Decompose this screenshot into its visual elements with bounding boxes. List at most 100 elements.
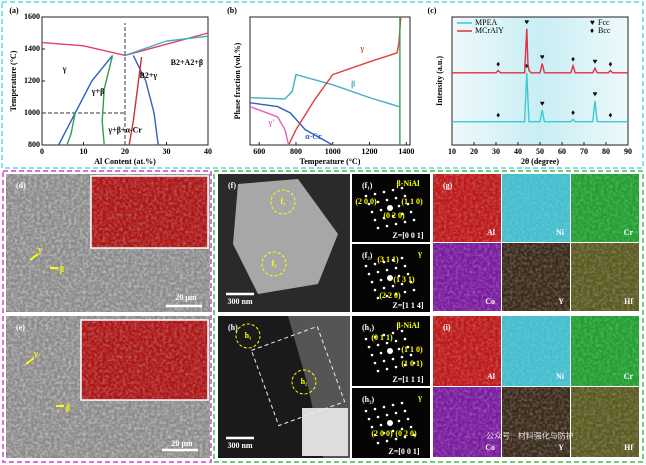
diffraction-spot (400, 355, 404, 359)
x-tick-label: 0 (40, 147, 44, 156)
series-line (249, 105, 290, 146)
x-tick-label: 70 (580, 147, 588, 156)
diffraction-spot (387, 348, 393, 354)
region-circle (261, 251, 287, 277)
diffraction-spot (406, 272, 410, 276)
region-label: γ+β+α-Cr (107, 125, 142, 134)
image-annotation: f₁ (280, 197, 286, 206)
grain (233, 179, 338, 294)
inset (302, 408, 348, 456)
diffraction-spot (367, 345, 371, 349)
peak-marker: ♦ (496, 111, 500, 120)
diffraction-spot (387, 420, 393, 426)
x-tick-label: 1200 (362, 147, 378, 156)
diffraction-spot (394, 411, 398, 415)
diffraction-spot (397, 419, 401, 423)
element-label: Cr (624, 372, 634, 381)
diffraction-spot (385, 341, 389, 345)
image-annotation: 20 μm (171, 439, 193, 448)
diffraction-spot (379, 278, 383, 282)
x-tick-label: 600 (253, 147, 265, 156)
y-tick-label: 1600 (24, 12, 40, 21)
legend-label: MPEA (475, 18, 497, 27)
diffraction-spot (387, 205, 393, 211)
diffraction-spot (373, 288, 377, 292)
series-line (452, 28, 628, 74)
x-axis-label: Al Content (at.%) (94, 157, 156, 166)
inset-texture (91, 176, 208, 248)
x-tick-label: 90 (624, 147, 632, 156)
element-label: Al (487, 372, 496, 381)
peak-marker: ♦ (571, 108, 575, 117)
panel-label: (f₁) (362, 181, 373, 190)
inset-texture (81, 320, 208, 400)
legend-symbol: ♥ (590, 18, 595, 27)
diffraction-spot (376, 270, 380, 274)
map-texture (433, 174, 501, 242)
image-annotation: (0 1 1) (371, 333, 393, 342)
diffraction-spot (406, 202, 410, 206)
diffraction-spot (382, 190, 386, 194)
x-tick-label: 80 (602, 147, 610, 156)
diffraction-spot (394, 339, 398, 343)
map-texture (502, 174, 570, 242)
map-texture (502, 387, 570, 457)
x-axis-label: 2θ (degree) (521, 157, 559, 166)
element-label: Hf (624, 443, 633, 452)
series-line (249, 73, 400, 108)
diffraction-spot (403, 363, 407, 367)
y-tick-label: 1200 (24, 76, 40, 85)
diffraction-spot (403, 194, 407, 198)
panel-label: (h₂) (362, 395, 375, 404)
diffraction-spot (370, 425, 374, 429)
peak-marker: ♦ (608, 59, 612, 68)
diffraction-spot (364, 409, 368, 413)
peak-marker: ♥ (524, 17, 529, 26)
diffraction-spot (367, 202, 371, 206)
diffraction-spot (391, 403, 395, 407)
arrow (25, 357, 64, 407)
image-annotation: γ (417, 249, 422, 258)
x-tick-label: 40 (204, 147, 212, 156)
diffraction-spot (403, 290, 407, 294)
diffraction-spot (376, 296, 380, 300)
x-tick-label: 1400 (398, 147, 414, 156)
x-axis-label: Temperature (°C) (300, 157, 361, 166)
diffraction-spot (391, 258, 395, 262)
image-annotation: h₁ (245, 331, 252, 340)
diffraction-spot (382, 431, 386, 435)
diffraction-spot (391, 188, 395, 192)
y-axis-label: Temperature (°C) (9, 50, 18, 111)
image-annotation: (1 1 0) (401, 197, 423, 206)
image-annotation: (1 1 0) (401, 345, 423, 354)
series-label: γ (359, 44, 364, 53)
diffraction-spot (400, 427, 404, 431)
diffraction-spot (391, 331, 395, 335)
element-label: Y (558, 297, 564, 306)
x-tick-label: 30 (163, 147, 171, 156)
image-annotation: (1 3 1) (393, 275, 415, 284)
image-annotation: Z=[1 1 1] (392, 375, 424, 384)
diffraction-spot (409, 425, 413, 429)
y-tick-label: 800 (28, 140, 40, 149)
series-label: α-Cr (305, 132, 322, 141)
diffraction-spot (385, 294, 389, 298)
series-line (452, 72, 628, 123)
diffraction-spot (385, 413, 389, 417)
micrograph: (h) h₁ h₂ 300 nm (218, 316, 350, 458)
region-label: B2+γ (140, 71, 158, 80)
diffraction-spot (391, 214, 395, 218)
image-annotation: (3 1 1) (377, 255, 399, 264)
peak-marker: ♥ (540, 99, 545, 108)
image-annotation: f₂ (271, 259, 277, 268)
y-axis-label: Intensity (a.u.) (435, 56, 444, 106)
peak-marker: ♥ (540, 52, 545, 61)
region-circle (235, 323, 261, 349)
diffraction-spot (409, 210, 413, 214)
diffraction-spot (373, 262, 377, 266)
diffraction-spot (403, 337, 407, 341)
diffraction-spot (376, 226, 380, 230)
diffraction-spot (382, 333, 386, 337)
panel-label: (i) (443, 323, 451, 332)
